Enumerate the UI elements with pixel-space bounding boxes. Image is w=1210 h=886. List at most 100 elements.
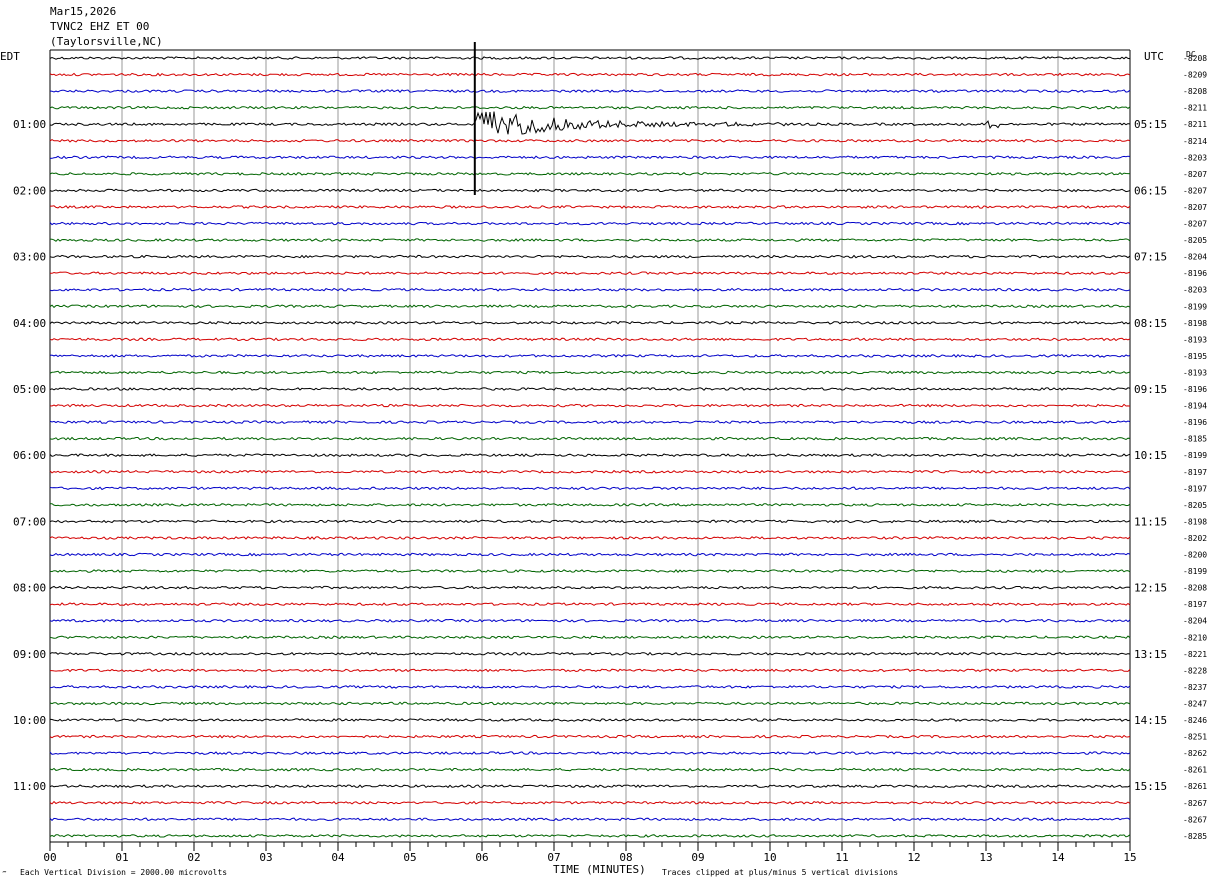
right-time-label: 05:15 xyxy=(1134,118,1167,131)
dc-offset-label: -8207 xyxy=(1183,220,1207,229)
dc-offset-label: -8221 xyxy=(1183,650,1207,659)
x-tick-label: 09 xyxy=(691,851,704,864)
x-tick-label: 03 xyxy=(259,851,272,864)
trace-line xyxy=(49,420,1131,424)
x-tick-label: 13 xyxy=(979,851,992,864)
x-tick-label: 15 xyxy=(1123,851,1136,864)
x-tick-label: 06 xyxy=(475,851,488,864)
dc-offset-label: -8196 xyxy=(1183,269,1207,278)
left-time-label: 06:00 xyxy=(13,449,46,462)
trace-line xyxy=(49,221,1131,226)
left-time-label: 07:00 xyxy=(13,515,46,528)
x-tick-label: 14 xyxy=(1051,851,1065,864)
trace-line xyxy=(49,111,1131,135)
trace-line xyxy=(49,602,1131,607)
x-tick-label: 08 xyxy=(619,851,632,864)
dc-offset-label: -8207 xyxy=(1183,203,1207,212)
trace-line xyxy=(49,337,1131,342)
dc-offset-label: -8198 xyxy=(1183,319,1207,328)
left-time-label: 03:00 xyxy=(13,251,46,264)
right-time-label: 07:15 xyxy=(1134,251,1167,264)
trace-line xyxy=(49,320,1131,325)
dc-offset-label: -8200 xyxy=(1183,551,1207,560)
trace-line xyxy=(49,453,1131,458)
corner-mark: ‴ xyxy=(2,870,7,879)
trace-line xyxy=(50,271,1131,276)
trace-line xyxy=(49,585,1131,590)
trace-line xyxy=(49,436,1131,441)
dc-offset-label: -8204 xyxy=(1183,617,1207,626)
x-tick-label: 11 xyxy=(835,851,848,864)
trace-line xyxy=(49,89,1131,93)
right-time-label: 09:15 xyxy=(1134,383,1167,396)
dc-offset-label: -8261 xyxy=(1183,782,1207,791)
left-timezone-label: EDT xyxy=(0,50,20,63)
x-tick-label: 12 xyxy=(907,851,920,864)
dc-offset-label: -8237 xyxy=(1183,683,1207,692)
dc-offset-label: -8199 xyxy=(1183,302,1207,311)
trace-line xyxy=(49,56,1131,60)
dc-offset-label: -8214 xyxy=(1183,137,1207,146)
dc-offset-label: -8205 xyxy=(1183,236,1207,245)
right-time-label: 06:15 xyxy=(1134,184,1167,197)
trace-line xyxy=(49,519,1131,524)
trace-line xyxy=(49,569,1131,573)
dc-offset-label: -8267 xyxy=(1183,799,1207,808)
left-time-label: 05:00 xyxy=(13,383,46,396)
dc-offset-label: -8197 xyxy=(1183,484,1207,493)
trace-line xyxy=(49,684,1131,689)
trace-line xyxy=(49,403,1131,408)
left-time-label: 11:00 xyxy=(13,780,46,793)
x-tick-label: 07 xyxy=(547,851,560,864)
trace-line xyxy=(50,205,1131,209)
trace-line xyxy=(49,105,1131,110)
trace-line xyxy=(49,188,1131,193)
dc-offset-label: -8196 xyxy=(1183,418,1207,427)
dc-offset-label: -8203 xyxy=(1183,286,1207,295)
dc-offset-label: -8261 xyxy=(1183,766,1207,775)
right-time-label: 13:15 xyxy=(1134,648,1167,661)
x-tick-label: 00 xyxy=(43,851,56,864)
trace-line xyxy=(49,238,1131,242)
x-tick-label: 01 xyxy=(115,851,128,864)
trace-line xyxy=(49,387,1131,391)
dc-offset-label: -8210 xyxy=(1183,633,1207,642)
trace-line xyxy=(49,172,1131,176)
trace-line xyxy=(49,254,1131,259)
dc-offset-label: -8195 xyxy=(1183,352,1207,361)
trace-line xyxy=(49,304,1131,309)
trace-line xyxy=(49,784,1131,789)
x-tick-label: 02 xyxy=(187,851,200,864)
trace-line xyxy=(49,503,1131,507)
trace-line xyxy=(49,155,1131,160)
right-time-label: 12:15 xyxy=(1134,582,1167,595)
footer-clip-note: Traces clipped at plus/minus 5 vertical … xyxy=(662,868,899,877)
trace-line xyxy=(49,287,1131,292)
trace-line xyxy=(50,668,1131,673)
dc-offset-label: -8228 xyxy=(1183,666,1207,675)
x-axis-title: TIME (MINUTES) xyxy=(553,863,646,876)
dc-offset-label: -8194 xyxy=(1183,402,1207,411)
trace-line xyxy=(49,718,1131,722)
right-time-label: 10:15 xyxy=(1134,449,1167,462)
trace-line xyxy=(49,618,1131,623)
trace-line xyxy=(49,138,1131,143)
left-time-label: 08:00 xyxy=(13,582,46,595)
dc-offset-label: -8197 xyxy=(1183,468,1207,477)
trace-line xyxy=(49,635,1131,640)
trace-line xyxy=(49,701,1131,706)
dc-offset-label: -8262 xyxy=(1183,749,1207,758)
dc-offset-label: -8209 xyxy=(1183,71,1207,80)
right-time-label: 08:15 xyxy=(1134,317,1167,330)
left-time-label: 04:00 xyxy=(13,317,46,330)
trace-line xyxy=(49,469,1131,474)
dc-offset-label: -8246 xyxy=(1183,716,1207,725)
dc-offset-label: -8185 xyxy=(1183,435,1207,444)
dc-offset-label: -8267 xyxy=(1183,815,1207,824)
dc-offset-label: -8203 xyxy=(1183,153,1207,162)
dc-label: DC xyxy=(1186,50,1196,59)
left-time-label: 10:00 xyxy=(13,714,46,727)
dc-offset-label: -8247 xyxy=(1183,699,1207,708)
dc-offset-label: -8193 xyxy=(1183,335,1207,344)
